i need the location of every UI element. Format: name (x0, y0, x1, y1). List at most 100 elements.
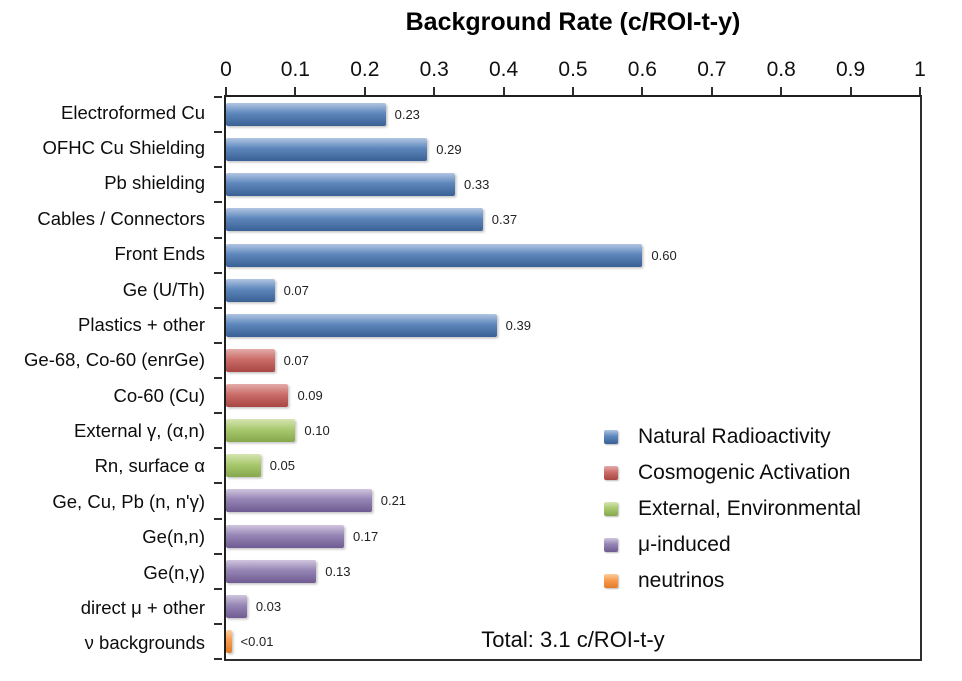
x-tick-label: 0.4 (488, 58, 519, 81)
x-tick-mark (710, 87, 713, 95)
category-axis: Electroformed Cu OFHC Cu Shielding Pb shie… (0, 95, 211, 661)
bar-row: 0.21 (226, 483, 920, 518)
y-tick-mark (214, 341, 222, 344)
legend: Natural Radioactivity Cosmogenic Activati… (604, 419, 861, 599)
x-tick-mark (780, 87, 783, 95)
category-label: Cables / Connectors (37, 207, 205, 229)
legend-item: Natural Radioactivity (604, 419, 861, 455)
bar-row: 0.10 (226, 413, 920, 448)
x-tick-mark (363, 87, 366, 95)
legend-label: Natural Radioactivity (638, 425, 831, 448)
y-tick-mark (214, 96, 222, 98)
bar-mu (226, 489, 372, 513)
value-label: 0.09 (297, 388, 323, 404)
bar-natural (226, 313, 497, 337)
y-tick-mark (214, 377, 222, 379)
y-tick-mark (214, 482, 222, 485)
x-tick-label: 0.3 (419, 58, 449, 81)
x-tick-label: 0.2 (350, 58, 380, 81)
bar-row: 0.03 (226, 589, 920, 624)
category-label: Ge, Cu, Pb (n, n'γ) (52, 490, 205, 512)
category-label: Ge (U/Th) (122, 278, 205, 300)
bar-external (226, 419, 296, 443)
x-tick-label: 0.8 (766, 58, 796, 81)
value-label: 0.39 (505, 317, 531, 333)
bar-row: 0.37 (226, 202, 920, 237)
category-label: Front Ends (114, 243, 206, 265)
bar-row: 0.07 (226, 273, 920, 308)
x-tick-label: 0.5 (558, 58, 588, 81)
legend-swatch-cosmogenic (604, 466, 618, 480)
bar-row: 0.17 (226, 519, 920, 554)
bar-external (226, 454, 261, 478)
legend-label: neutrinos (638, 569, 725, 592)
chart-title: Background Rate (c/ROI-t-y) (405, 8, 741, 36)
value-label: 0.07 (283, 282, 309, 298)
y-tick-mark (214, 658, 222, 660)
value-label: 0.13 (325, 563, 351, 579)
x-tick-mark (572, 87, 574, 95)
bar-row: 0.09 (226, 378, 920, 413)
legend-item: Cosmogenic Activation (604, 455, 861, 491)
x-tick-mark (433, 87, 436, 95)
category-label: Ge(n,n) (142, 526, 205, 548)
x-tick-mark (294, 87, 297, 95)
value-label: 0.05 (269, 458, 295, 474)
y-tick-mark (214, 517, 222, 520)
x-tick-label: 0.7 (697, 58, 727, 81)
value-label: 0.10 (304, 423, 330, 439)
y-tick-mark (214, 447, 222, 450)
bar-row: 0.29 (226, 132, 920, 167)
value-label: 0.17 (352, 528, 379, 544)
value-label: 0.21 (380, 493, 407, 509)
category-label: Electroformed Cu (61, 101, 205, 123)
category-label: Co-60 (Cu) (113, 384, 206, 406)
bar-row: 0.05 (226, 448, 920, 483)
bar-row: <0.01 (226, 624, 920, 659)
category-label: Ge(n,γ) (143, 561, 205, 583)
bar-row: 0.60 (226, 238, 920, 273)
x-axis: 0 0.1 0.2 0.3 0.4 0.5 0.6 0.7 0.8 0.9 1 (220, 58, 926, 88)
plot-area: 0.23 0.29 0.33 0.37 0.60 0.07 0.39 0.07 0.09 0.10… (214, 87, 922, 661)
bar-natural (226, 278, 275, 302)
legend-label: External, Environmental (638, 497, 861, 520)
category-label: Ge-68, Co-60 (enrGe) (24, 349, 205, 371)
bar-cosmogenic (226, 384, 289, 408)
x-tick-label: 0.9 (835, 58, 866, 81)
bar-row: 0.33 (226, 167, 920, 202)
bar-row: 0.07 (226, 343, 920, 378)
legend-swatch-neutrinos (604, 574, 618, 588)
value-label: 0.03 (255, 598, 282, 614)
category-label: Plastics + other (78, 313, 205, 335)
y-tick-mark (214, 201, 222, 204)
y-tick-mark (214, 306, 222, 309)
legend-item: neutrinos (604, 563, 861, 599)
bar-row: 0.13 (226, 554, 920, 589)
category-label: Pb shielding (104, 172, 205, 194)
bar-natural (226, 138, 428, 162)
x-tick-label: 1 (914, 58, 926, 81)
bar-mu (226, 594, 247, 618)
x-tick-mark (919, 87, 921, 95)
bar-mu (226, 524, 344, 548)
category-label: OFHC Cu Shielding (42, 137, 205, 159)
value-label: 0.07 (283, 352, 309, 368)
category-label: Rn, surface α (94, 455, 205, 477)
value-label: 0.33 (464, 177, 490, 193)
x-tick-label: 0 (220, 58, 232, 81)
x-tick-label: 0.1 (280, 58, 310, 81)
y-tick-mark (214, 236, 222, 239)
category-label: direct μ + other (80, 596, 205, 618)
bar-row: 0.23 (226, 97, 920, 132)
bar-rows: 0.23 0.29 0.33 0.37 0.60 0.07 0.39 0.07 0.09 0.10… (226, 97, 920, 659)
x-tick-label: 0.6 (627, 58, 657, 81)
bar-natural (226, 208, 483, 232)
bar-natural (226, 243, 643, 267)
y-tick-mark (214, 587, 222, 590)
value-label: <0.01 (240, 633, 274, 649)
category-label: External γ, (α,n) (74, 420, 205, 442)
legend-swatch-external (604, 502, 618, 516)
x-tick-mark (849, 87, 852, 95)
x-tick-mark (502, 87, 505, 95)
